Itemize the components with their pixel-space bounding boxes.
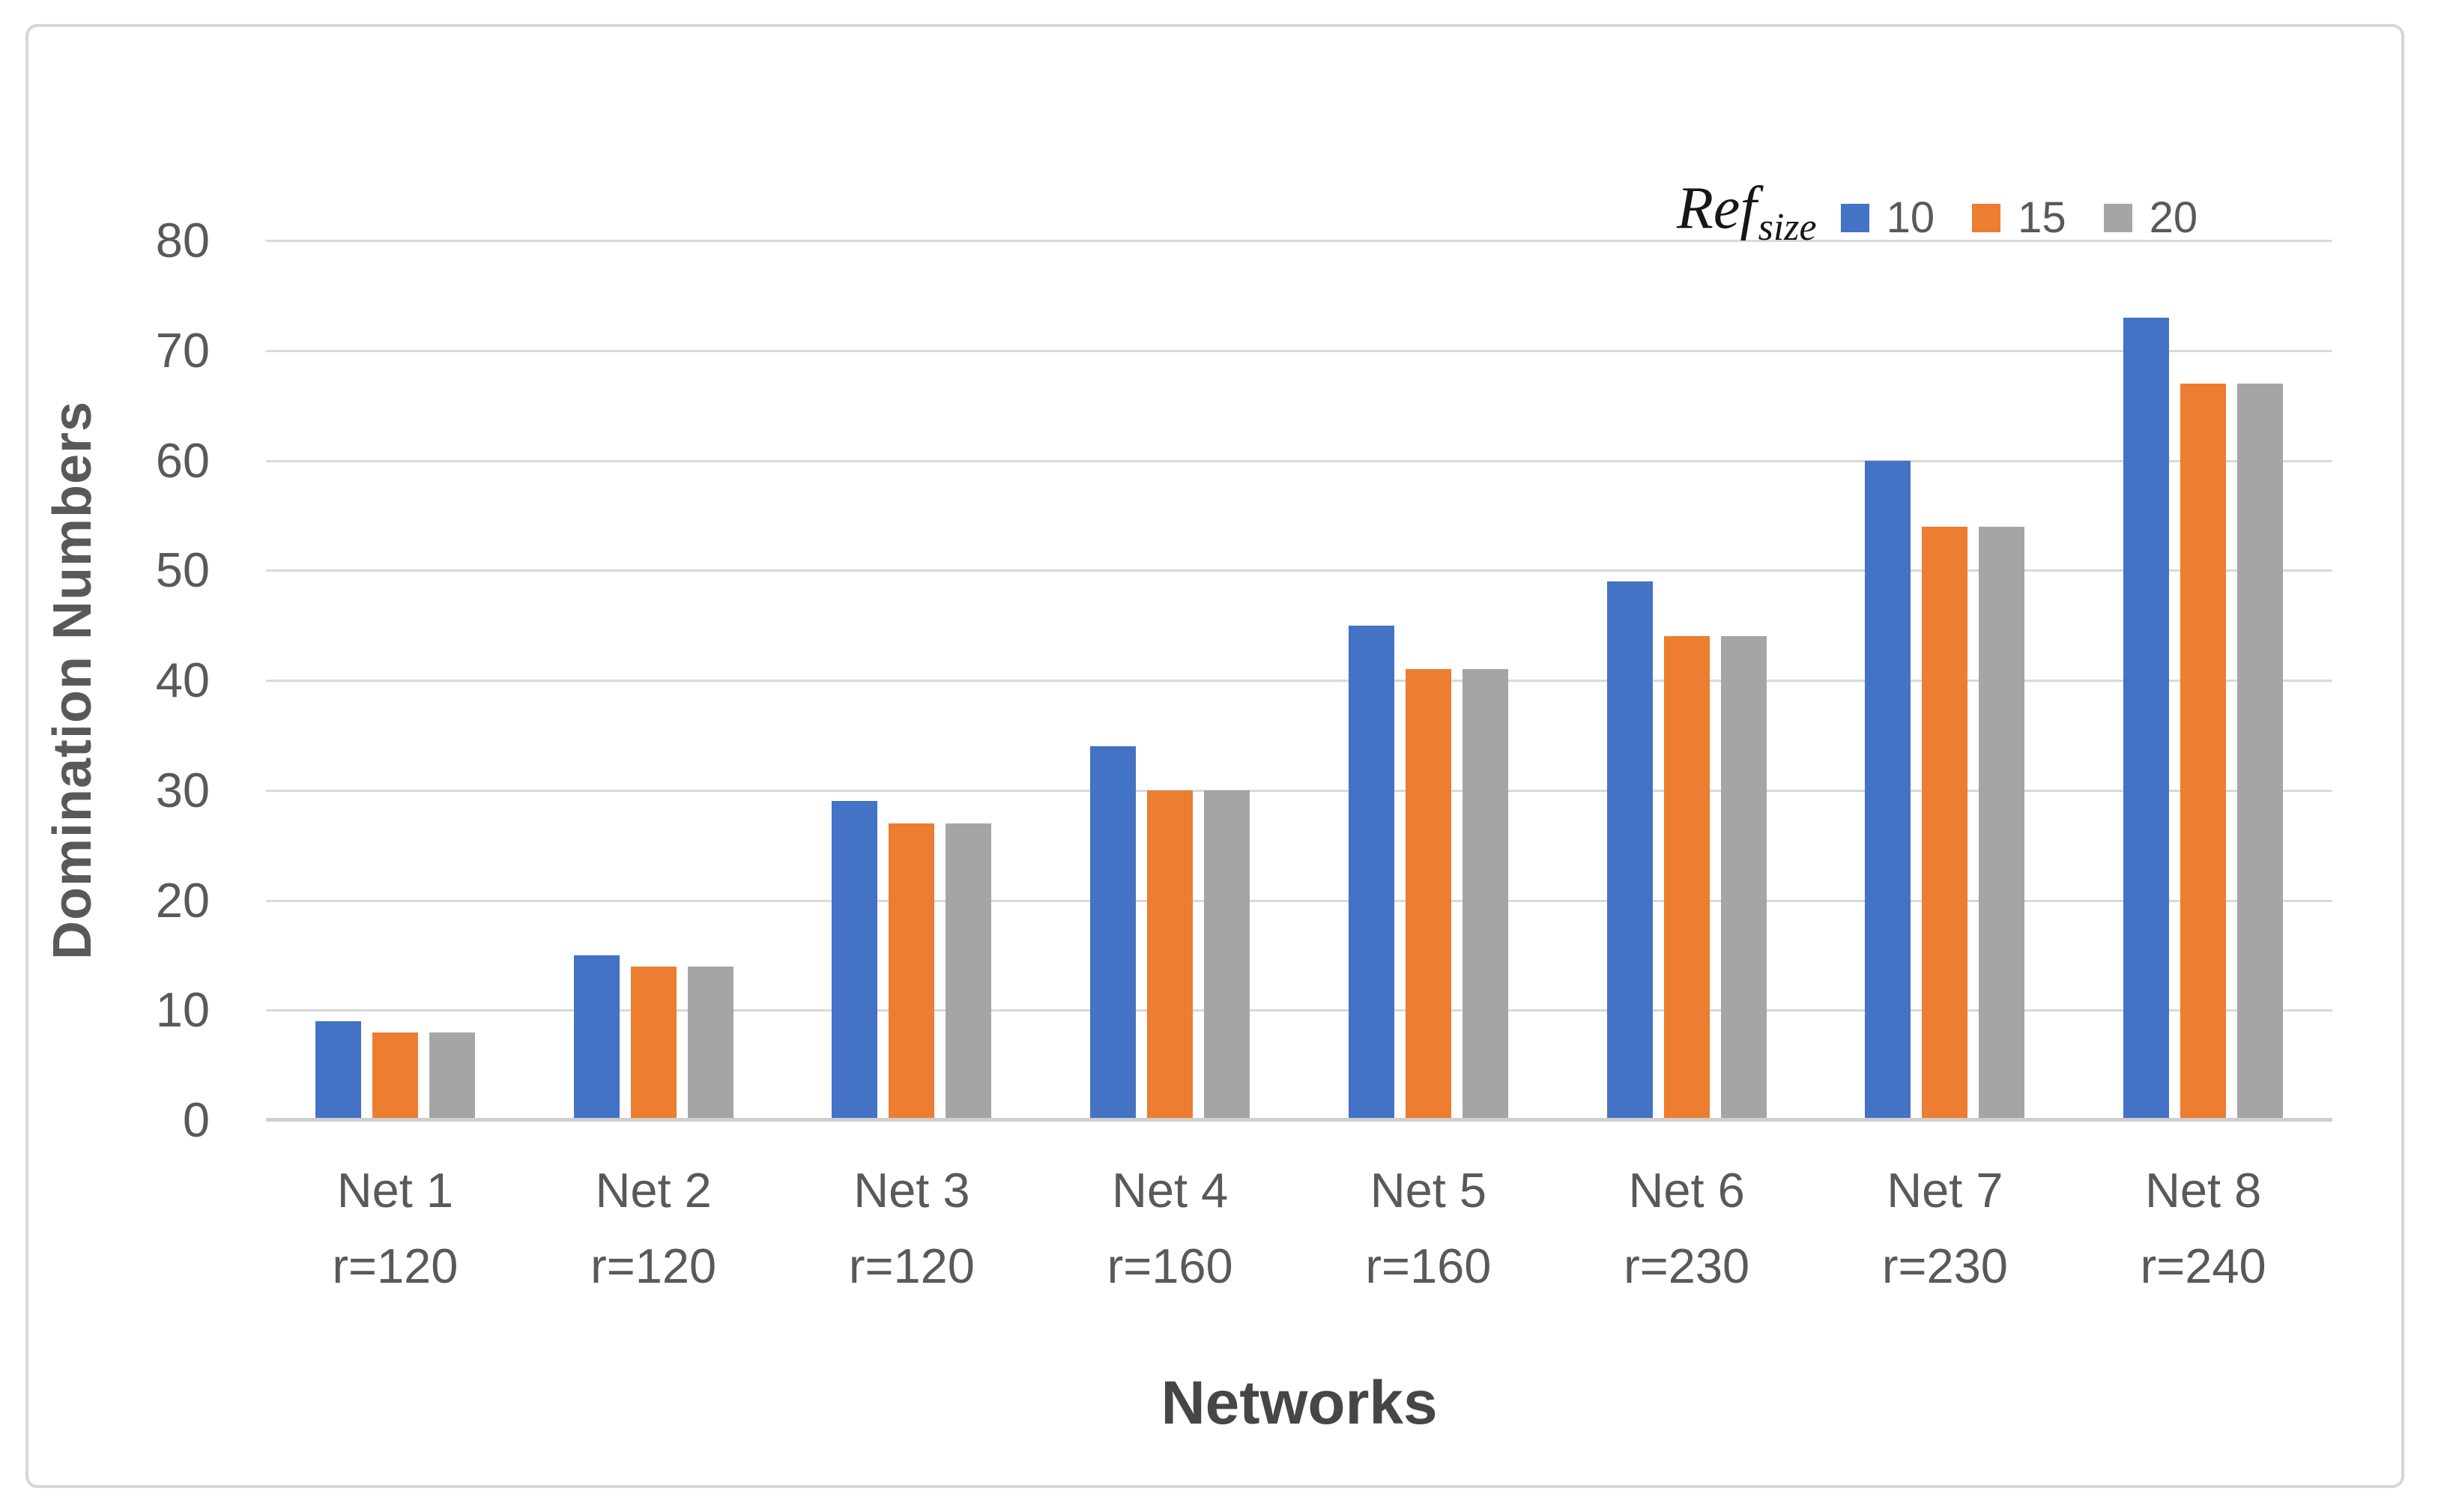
x-axis-title: Networks [1161,1369,1438,1437]
bar-group-net-1 [266,241,524,1120]
bar-series-15-net-6 [1663,636,1710,1120]
x-category-label: Net 2 r=120 [524,1152,783,1304]
category-name: Net 6 [1628,1163,1745,1218]
gridline-20 [266,899,2332,902]
category-name: Net 8 [2144,1163,2262,1218]
category-radius: r=160 [1365,1239,1492,1293]
bar-series-20-net-4 [1204,790,1250,1120]
bar-series-20-net-6 [1720,636,1767,1120]
bar-group-net-8 [2074,241,2332,1120]
x-category-label: Net 5 r=160 [1299,1152,1558,1304]
gridline-80 [266,240,2332,242]
bar-series-15-net-4 [1147,790,1194,1120]
x-category-label: Net 8 r=240 [2074,1152,2332,1304]
x-category-label: Net 1 r=120 [266,1152,524,1304]
category-name: Net 7 [1887,1163,2003,1218]
x-category-labels: Net 1 r=120 Net 2 r=120 Net 3 r=120 Net 4 r=160… [266,1152,2332,1304]
legend-swatch-15 [1972,204,2001,232]
bar-group-net-2 [524,241,783,1120]
legend-items: 10 15 20 [1840,193,2198,242]
x-category-label: Net 7 r=230 [1816,1152,2075,1304]
legend-item-15: 15 [1972,196,2066,241]
gridline-50 [266,569,2332,572]
category-name: Net 1 [336,1163,454,1218]
category-radius: r=120 [590,1239,717,1293]
legend-title: Refsize [1677,176,1817,260]
legend-item-20: 20 [2103,193,2198,242]
bar-series-10-net-7 [1865,460,1911,1120]
legend-label-10: 10 [1886,193,1935,242]
category-name: Net 5 [1370,1163,1487,1218]
y-tick-label-60: 60 [155,432,210,488]
legend: Refsize 10 15 20 [1677,176,2198,250]
category-radius: r=230 [1881,1239,2008,1293]
bar-series-10-net-2 [573,955,620,1120]
y-tick-label-0: 0 [182,1092,210,1147]
legend-label-20: 20 [2149,193,2198,242]
bar-series-20-net-8 [2237,383,2284,1120]
bar-group-net-7 [1816,241,2075,1120]
y-tick-label-10: 10 [155,982,210,1038]
bar-series-10-net-4 [1090,746,1137,1120]
y-tick-label-40: 40 [155,653,210,707]
bar-series-20-net-2 [687,966,733,1120]
gridline-60 [266,459,2332,462]
bar-series-20-net-7 [1979,526,2025,1120]
y-tick-label-30: 30 [155,762,210,817]
category-name: Net 4 [1111,1163,1229,1218]
legend-swatch-20 [2103,204,2132,232]
y-tick-labels: 0 10 20 30 40 50 60 70 80 [82,216,210,1145]
category-radius: r=230 [1624,1239,1750,1293]
gridline-40 [266,680,2332,682]
x-category-label: Net 4 r=160 [1041,1152,1299,1304]
x-axis-line [266,1118,2332,1122]
category-radius: r=120 [848,1239,975,1293]
bar-series-10-net-5 [1348,625,1394,1120]
bar-series-15-net-8 [2180,383,2227,1120]
bar-series-15-net-1 [372,1032,418,1120]
y-tick-label-70: 70 [155,322,210,378]
category-radius: r=160 [1107,1239,1233,1293]
y-tick-label-20: 20 [155,872,210,928]
category-name: Net 2 [595,1163,712,1218]
bar-series-10-net-8 [2123,317,2170,1120]
bar-group-net-3 [783,241,1041,1120]
plot-area [266,240,2332,1122]
legend-item-10: 10 [1840,193,1935,242]
bar-series-15-net-7 [1922,526,1968,1120]
legend-title-main: Ref [1677,175,1757,241]
legend-swatch-10 [1840,204,1869,232]
x-category-label: Net 6 r=230 [1558,1152,1816,1304]
bar-series-10-net-1 [315,1020,361,1120]
bar-series-15-net-5 [1405,669,1451,1120]
bar-series-10-net-6 [1606,581,1653,1120]
y-tick-label-50: 50 [155,542,210,598]
bar-group-net-6 [1558,241,1816,1120]
gridline-30 [266,789,2332,792]
category-radius: r=120 [332,1239,459,1293]
x-category-label: Net 3 r=120 [783,1152,1041,1304]
bar-series-20-net-3 [946,823,992,1120]
category-radius: r=240 [2140,1239,2266,1293]
bar-group-net-5 [1299,241,1558,1120]
bar-series-10-net-3 [832,801,878,1120]
bar-groups [266,241,2332,1120]
bar-group-net-4 [1041,241,1299,1120]
legend-title-subscript: size [1758,206,1817,249]
y-tick-label-80: 80 [155,213,210,267]
bar-series-20-net-1 [429,1032,475,1120]
bar-series-15-net-2 [630,966,677,1120]
legend-label-15: 15 [2018,193,2066,242]
gridline-70 [266,349,2332,352]
bar-series-20-net-5 [1462,669,1508,1120]
category-name: Net 3 [853,1163,970,1218]
gridline-10 [266,1009,2332,1012]
bar-series-15-net-3 [889,823,935,1120]
